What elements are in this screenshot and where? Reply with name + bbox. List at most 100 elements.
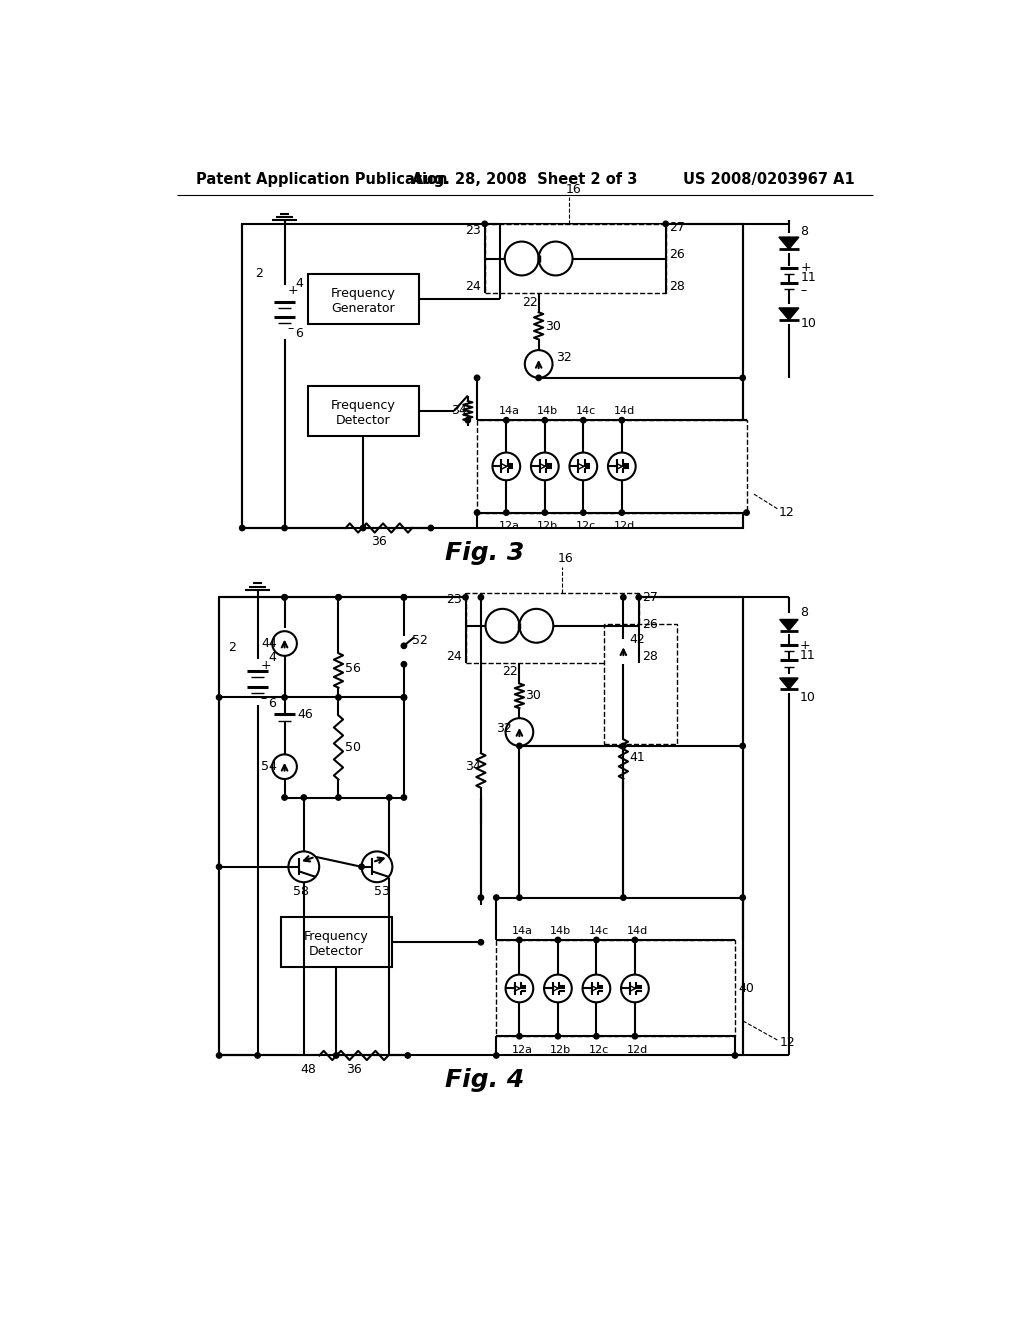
Text: 28: 28: [643, 649, 658, 663]
Text: 4: 4: [268, 651, 276, 664]
Circle shape: [632, 594, 638, 601]
Circle shape: [493, 453, 520, 480]
Circle shape: [581, 510, 586, 515]
Text: Generator: Generator: [332, 302, 395, 315]
Text: 26: 26: [670, 248, 685, 261]
Text: 44: 44: [261, 638, 278, 649]
Text: 34: 34: [466, 760, 481, 774]
Circle shape: [387, 795, 392, 800]
Text: 40: 40: [739, 982, 755, 995]
Circle shape: [636, 594, 641, 601]
Circle shape: [478, 940, 483, 945]
Circle shape: [621, 974, 649, 1002]
Circle shape: [282, 594, 288, 601]
Circle shape: [506, 974, 534, 1002]
Circle shape: [621, 895, 626, 900]
Bar: [477, 420, 746, 512]
Circle shape: [494, 895, 499, 900]
Text: Detector: Detector: [309, 945, 364, 958]
Bar: [307, 385, 419, 436]
Circle shape: [505, 242, 539, 276]
Circle shape: [336, 594, 341, 601]
Circle shape: [282, 694, 288, 700]
Text: 14a: 14a: [499, 407, 519, 416]
Circle shape: [517, 895, 522, 900]
Circle shape: [563, 594, 568, 601]
Circle shape: [555, 937, 560, 942]
Text: 34: 34: [451, 404, 467, 417]
Circle shape: [336, 694, 341, 700]
Text: 30: 30: [525, 689, 542, 702]
Polygon shape: [779, 308, 799, 319]
Text: 54: 54: [261, 760, 278, 774]
Circle shape: [282, 795, 288, 800]
Text: Fig. 3: Fig. 3: [445, 541, 524, 565]
Bar: [281, 917, 392, 966]
Circle shape: [289, 851, 319, 882]
Text: 14a: 14a: [512, 925, 532, 936]
Text: 14c: 14c: [589, 925, 609, 936]
Polygon shape: [779, 619, 798, 631]
Bar: [497, 940, 735, 1036]
Circle shape: [583, 974, 610, 1002]
Circle shape: [517, 743, 522, 748]
Circle shape: [216, 1053, 222, 1059]
Text: 12b: 12b: [538, 521, 558, 532]
Circle shape: [536, 375, 542, 380]
Text: 14c: 14c: [575, 407, 596, 416]
Text: 11: 11: [800, 648, 815, 661]
Text: 32: 32: [556, 351, 571, 364]
Text: 2: 2: [228, 640, 237, 653]
Circle shape: [608, 453, 636, 480]
Text: 48: 48: [300, 1063, 315, 1076]
Circle shape: [360, 525, 366, 531]
Text: 11: 11: [801, 271, 816, 284]
Circle shape: [336, 594, 341, 601]
Text: –: –: [288, 322, 294, 335]
Text: 6: 6: [268, 697, 276, 710]
Circle shape: [494, 1053, 499, 1059]
Text: 12: 12: [779, 1036, 796, 1049]
Text: 14b: 14b: [550, 925, 571, 936]
Circle shape: [401, 694, 407, 700]
Circle shape: [740, 743, 745, 748]
Text: 4: 4: [295, 277, 303, 289]
Circle shape: [740, 895, 745, 900]
Bar: [484, 224, 666, 293]
Bar: [466, 594, 639, 663]
Circle shape: [485, 609, 519, 643]
Circle shape: [406, 1053, 411, 1059]
Circle shape: [620, 510, 625, 515]
Text: Aug. 28, 2008  Sheet 2 of 3: Aug. 28, 2008 Sheet 2 of 3: [412, 172, 638, 186]
Polygon shape: [779, 678, 798, 689]
Circle shape: [482, 222, 487, 227]
Circle shape: [216, 865, 222, 870]
Text: 12c: 12c: [575, 521, 596, 532]
Text: Fig. 4: Fig. 4: [445, 1068, 524, 1092]
Circle shape: [361, 851, 392, 882]
Circle shape: [401, 643, 407, 648]
Circle shape: [594, 1034, 599, 1039]
Circle shape: [358, 865, 365, 870]
Text: 24: 24: [466, 280, 481, 293]
Circle shape: [474, 375, 480, 380]
Circle shape: [620, 417, 625, 422]
Text: Patent Application Publication: Patent Application Publication: [196, 172, 447, 186]
Circle shape: [301, 795, 306, 800]
Circle shape: [569, 453, 597, 480]
Circle shape: [428, 525, 433, 531]
Text: 46: 46: [297, 708, 312, 721]
Text: 2: 2: [255, 268, 263, 280]
Circle shape: [544, 974, 571, 1002]
Text: 58: 58: [293, 884, 309, 898]
Bar: [604, 624, 677, 743]
Circle shape: [621, 594, 626, 601]
Text: +: +: [801, 261, 811, 275]
Text: 56: 56: [345, 661, 360, 675]
Circle shape: [539, 242, 572, 276]
Text: –: –: [261, 693, 267, 705]
Text: 14d: 14d: [628, 925, 648, 936]
Circle shape: [555, 1034, 560, 1039]
Text: 53: 53: [374, 884, 390, 898]
Circle shape: [463, 594, 468, 601]
